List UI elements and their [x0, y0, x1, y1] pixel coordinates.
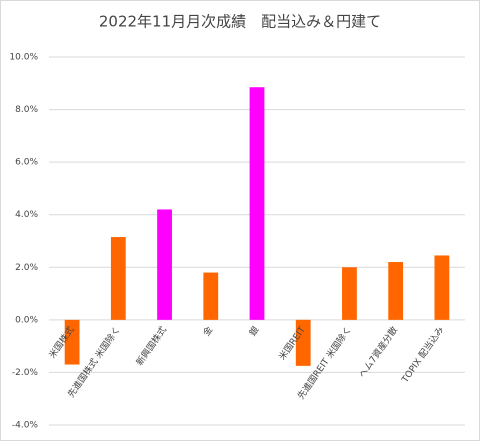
bar	[64, 319, 80, 365]
bar	[249, 87, 265, 320]
y-tick-label: 10.0%	[9, 53, 38, 63]
y-tick-label: -4.0%	[12, 421, 39, 431]
bar	[203, 272, 219, 320]
y-tick-label: 8.0%	[15, 105, 38, 115]
chart-title: 2022年11月月次成績 配当込み＆円建て	[99, 13, 381, 31]
y-tick-label: 0.0%	[15, 315, 38, 325]
bar	[388, 262, 404, 320]
y-tick-label: 4.0%	[15, 210, 38, 220]
bar	[110, 237, 126, 320]
y-tick-label: 2.0%	[15, 263, 38, 273]
y-tick-label: -2.0%	[12, 368, 39, 378]
bar	[157, 209, 172, 320]
bar	[295, 319, 311, 366]
bar	[342, 267, 357, 320]
bar	[434, 255, 450, 320]
y-tick-label: 6.0%	[15, 158, 38, 168]
